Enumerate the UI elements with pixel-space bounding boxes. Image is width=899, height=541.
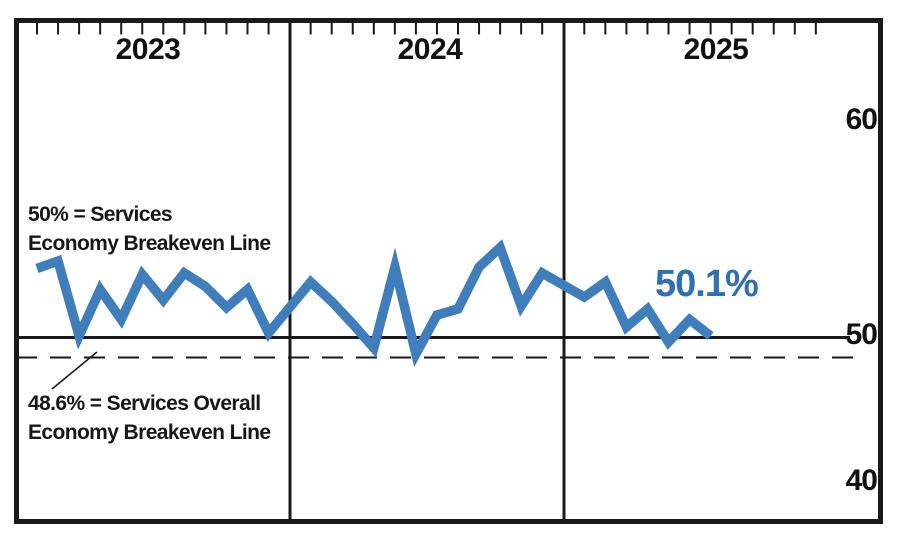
latest-value-label: 50.1% [655,263,759,305]
services-pmi-line [35,239,714,368]
year-label-2024: 2024 [397,33,463,66]
breakeven-48-6-annotation-line1: 48.6% = Services Overall [28,392,261,415]
y-axis-label-50: 50 [845,318,878,351]
year-dividers [288,20,566,521]
y-axis-label-40: 40 [845,464,878,497]
year-label-2025: 2025 [683,33,749,66]
month-ticks [36,22,817,35]
y-axis-label-60: 60 [845,103,878,136]
breakeven-50-annotation-line2: Economy Breakeven Line [28,232,271,255]
breakeven-48-6-annotation: 48.6% = Services Overall Economy Breakev… [28,389,271,447]
year-label-2023: 2023 [115,33,181,66]
chart-frame [14,18,883,524]
annotation-leader-line [51,351,98,390]
breakeven-50-annotation-line1: 50% = Services [28,203,173,226]
breakeven-50-annotation: 50% = Services Economy Breakeven Line [28,200,271,258]
breakeven-48-6-annotation-line2: Economy Breakeven Line [28,421,271,444]
